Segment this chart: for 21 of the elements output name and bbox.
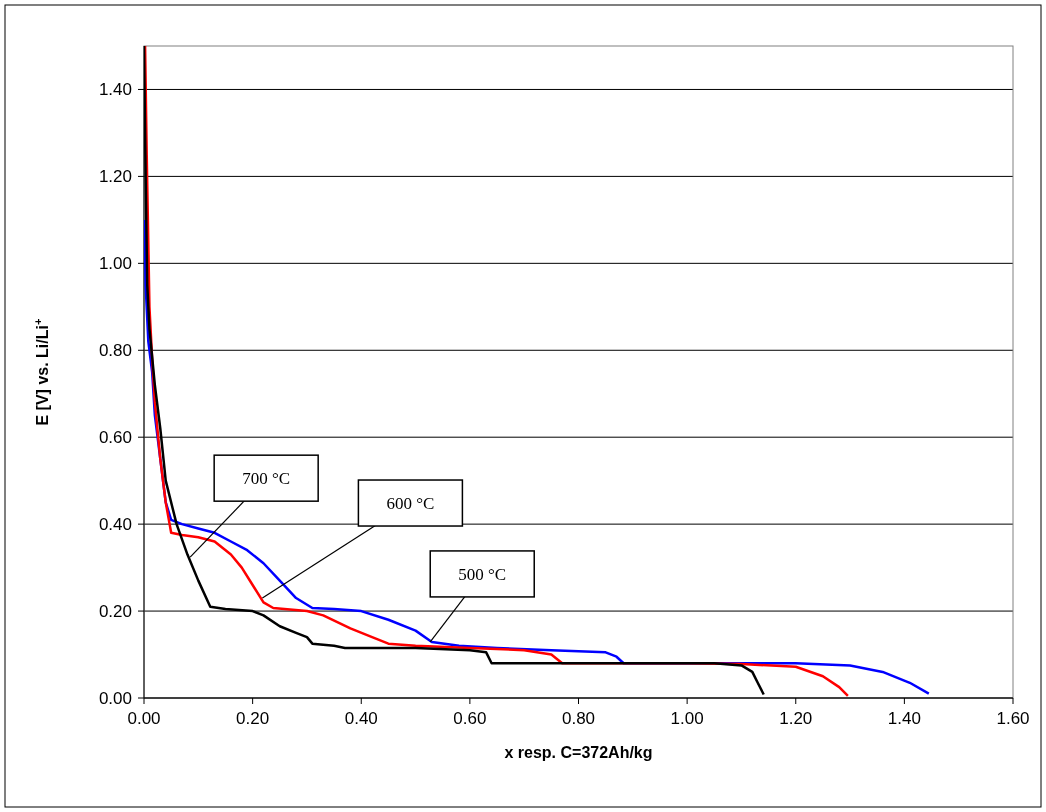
y-tick-label: 0.80 bbox=[98, 341, 132, 361]
y-tick-label: 0.20 bbox=[98, 602, 132, 622]
x-tick-label: 0.80 bbox=[561, 709, 596, 728]
y-tick-label: 0.60 bbox=[98, 428, 132, 448]
y-tick-label: 1.00 bbox=[98, 254, 132, 274]
x-tick-label: 0.00 bbox=[127, 709, 161, 728]
x-tick-label: 0.20 bbox=[236, 709, 270, 728]
x-tick-label: 1.00 bbox=[670, 709, 704, 728]
y-tick-label: 0.00 bbox=[98, 689, 132, 708]
x-axis-title: x resp. C=372Ah/kg bbox=[504, 744, 653, 761]
x-tick-label: 0.40 bbox=[344, 709, 378, 728]
y-tick-label: 1.20 bbox=[98, 167, 132, 187]
x-tick-label: 1.20 bbox=[779, 709, 813, 728]
y-tick-label: 0.40 bbox=[98, 515, 132, 535]
x-tick-label: 1.40 bbox=[887, 709, 921, 728]
annotation: 700 °C bbox=[242, 469, 291, 489]
y-tick-label: 1.40 bbox=[98, 80, 132, 100]
annotation: 600 °C bbox=[386, 494, 435, 514]
x-tick-label: 1.60 bbox=[996, 709, 1030, 728]
x-tick-label: 0.60 bbox=[453, 709, 487, 728]
annotation: 500 °C bbox=[458, 564, 507, 584]
